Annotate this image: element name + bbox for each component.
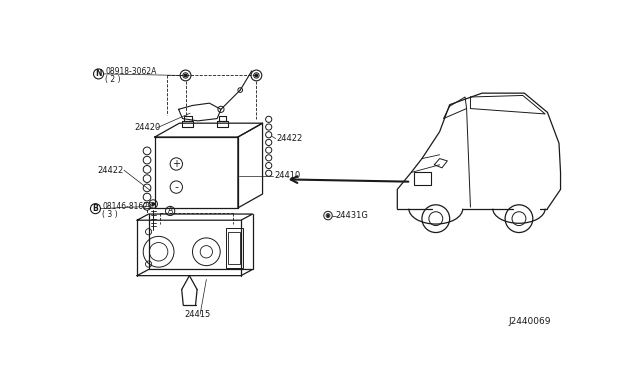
- Text: A: A: [168, 206, 173, 215]
- Text: +: +: [172, 159, 180, 169]
- Text: -: -: [174, 182, 179, 192]
- Bar: [225, 228, 243, 268]
- Text: 24431G: 24431G: [336, 211, 369, 220]
- Text: ( 3 ): ( 3 ): [102, 209, 118, 218]
- Text: 08918-3062A: 08918-3062A: [106, 67, 157, 76]
- Text: N: N: [95, 70, 102, 78]
- Circle shape: [152, 203, 154, 205]
- Text: 24410: 24410: [274, 171, 300, 180]
- Text: 24420: 24420: [134, 123, 160, 132]
- Bar: [414, 173, 431, 185]
- Text: 24422: 24422: [276, 134, 303, 143]
- Text: J2440069: J2440069: [509, 317, 552, 326]
- Circle shape: [255, 74, 257, 77]
- Text: ( 2 ): ( 2 ): [106, 75, 121, 84]
- Text: 24415: 24415: [185, 310, 211, 319]
- Text: 24422: 24422: [97, 166, 124, 174]
- Text: B: B: [93, 204, 99, 213]
- Circle shape: [184, 74, 187, 77]
- Text: 08146-8162G: 08146-8162G: [102, 202, 154, 211]
- Bar: [228, 232, 240, 264]
- Circle shape: [327, 215, 329, 217]
